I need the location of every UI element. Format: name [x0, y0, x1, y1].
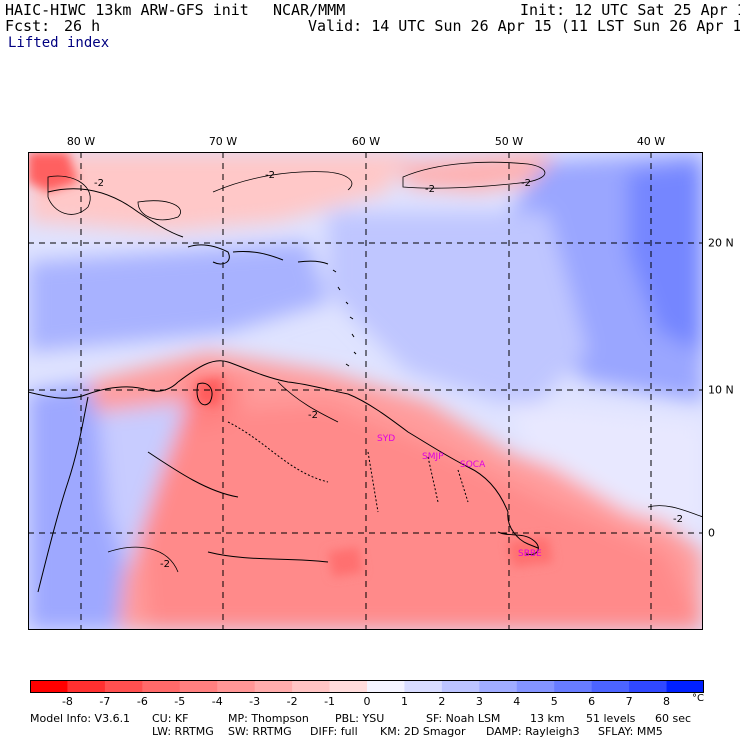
model-info-levels: 51 levels — [586, 712, 636, 725]
lon-label-50w: 50 W — [494, 135, 524, 148]
model-info-sf: SF: Noah LSM — [426, 712, 501, 725]
lat-label-equator: 0 — [708, 526, 715, 540]
station-label: SYD — [377, 434, 395, 444]
colorbar-tick-label: 5 — [550, 695, 558, 708]
colorbar-swatch — [104, 680, 143, 693]
colorbar-tick-label: -1 — [324, 695, 336, 708]
colorbar-swatch — [30, 680, 68, 693]
station-label: SBBE — [518, 549, 542, 559]
colorbar-swatch — [254, 680, 293, 693]
lon-label-40w: 40 W — [636, 135, 666, 148]
model-info-lw: LW: RRTMG — [152, 725, 214, 738]
colorbar-tick-label: 2 — [438, 695, 446, 708]
contour-label: -2 — [265, 170, 275, 181]
forecast-hour: 26 h — [64, 17, 101, 35]
lon-label-70w: 70 W — [208, 135, 238, 148]
contour-label: -2 — [160, 559, 170, 570]
map-frame — [28, 152, 703, 630]
model-info-damp: DAMP: Rayleigh3 — [486, 725, 580, 738]
model-info-res: 13 km — [530, 712, 565, 725]
init-time: Init: 12 UTC Sat 25 Apr 15 — [520, 1, 740, 19]
colorbar-tick-label: -6 — [136, 695, 148, 708]
colorbar-swatch — [666, 680, 704, 693]
colorbar-tick-label: 3 — [475, 695, 483, 708]
contour-label: -2 — [308, 410, 318, 421]
colorbar-swatch — [179, 680, 218, 693]
field-name: Lifted index — [8, 35, 110, 51]
colorbar-tick-label: -8 — [61, 695, 73, 708]
colorbar-swatch — [591, 680, 630, 693]
colorbar-tick-label: -5 — [174, 695, 186, 708]
contour-label: -2 — [673, 514, 683, 525]
lat-label-10n: 10 N — [708, 383, 734, 397]
colorbar-tick-label: -3 — [249, 695, 261, 708]
graticule — [28, 152, 703, 630]
model-info-cu: CU: KF — [152, 712, 189, 725]
model-info-km: KM: 2D Smagor — [380, 725, 466, 738]
colorbar-swatch — [67, 680, 106, 693]
colorbar-swatch — [404, 680, 443, 693]
valid-time: Valid: 14 UTC Sun 26 Apr 15 (11 LST Sun … — [308, 17, 740, 35]
lat-label-20n: 20 N — [708, 236, 734, 250]
lon-label-60w: 60 W — [351, 135, 381, 148]
colorbar-unit: °C — [692, 693, 704, 704]
colorbar-tick-label: -4 — [211, 695, 223, 708]
colorbar-swatch — [367, 680, 405, 693]
contour-label: -2 — [94, 178, 104, 189]
model-info-sflay: SFLAY: MM5 — [598, 725, 663, 738]
model-info-diff: DIFF: full — [310, 725, 358, 738]
colorbar-swatch — [217, 680, 256, 693]
colorbar — [30, 680, 704, 693]
model-info-pbl: PBL: YSU — [335, 712, 385, 725]
model-info-timestep: 60 sec — [655, 712, 692, 725]
colorbar-tick-label: -7 — [99, 695, 111, 708]
colorbar-swatch — [516, 680, 555, 693]
station-label: SMJP — [422, 452, 444, 462]
colorbar-swatch — [441, 680, 480, 693]
colorbar-tick-label: 0 — [363, 695, 371, 708]
colorbar-tick-label: 6 — [588, 695, 596, 708]
colorbar-swatch — [629, 680, 668, 693]
station-label: SOCA — [460, 460, 486, 470]
model-info-sw: SW: RRTMG — [228, 725, 292, 738]
contour-label: -2 — [425, 184, 435, 195]
colorbar-tick-label: 4 — [513, 695, 521, 708]
lifted-index-map: -2 -2 -2 -2 -2 -2 -2 SYD SMJP SOCA SBBE — [28, 152, 703, 630]
model-info-mp: MP: Thompson — [228, 712, 309, 725]
model-title: HAIC-HIWC 13km ARW-GFS init — [5, 1, 249, 19]
colorbar-tick-label: -2 — [286, 695, 298, 708]
colorbar-tick-label: 7 — [625, 695, 633, 708]
model-info-version: Model Info: V3.6.1 — [30, 712, 131, 725]
contour-lines — [47, 161, 703, 573]
forecast-label: Fcst: — [5, 17, 51, 35]
contour-label: -2 — [521, 178, 531, 189]
org-label: NCAR/MMM — [273, 1, 346, 19]
colorbar-swatch — [479, 680, 518, 693]
colorbar-swatch — [292, 680, 331, 693]
colorbar-swatch — [329, 680, 368, 693]
colorbar-swatch — [142, 680, 181, 693]
colorbar-tick-label: 8 — [663, 695, 671, 708]
coastlines — [28, 188, 539, 593]
lon-label-80w: 80 W — [66, 135, 96, 148]
colorbar-tick-label: 1 — [400, 695, 408, 708]
colorbar-swatch — [554, 680, 593, 693]
